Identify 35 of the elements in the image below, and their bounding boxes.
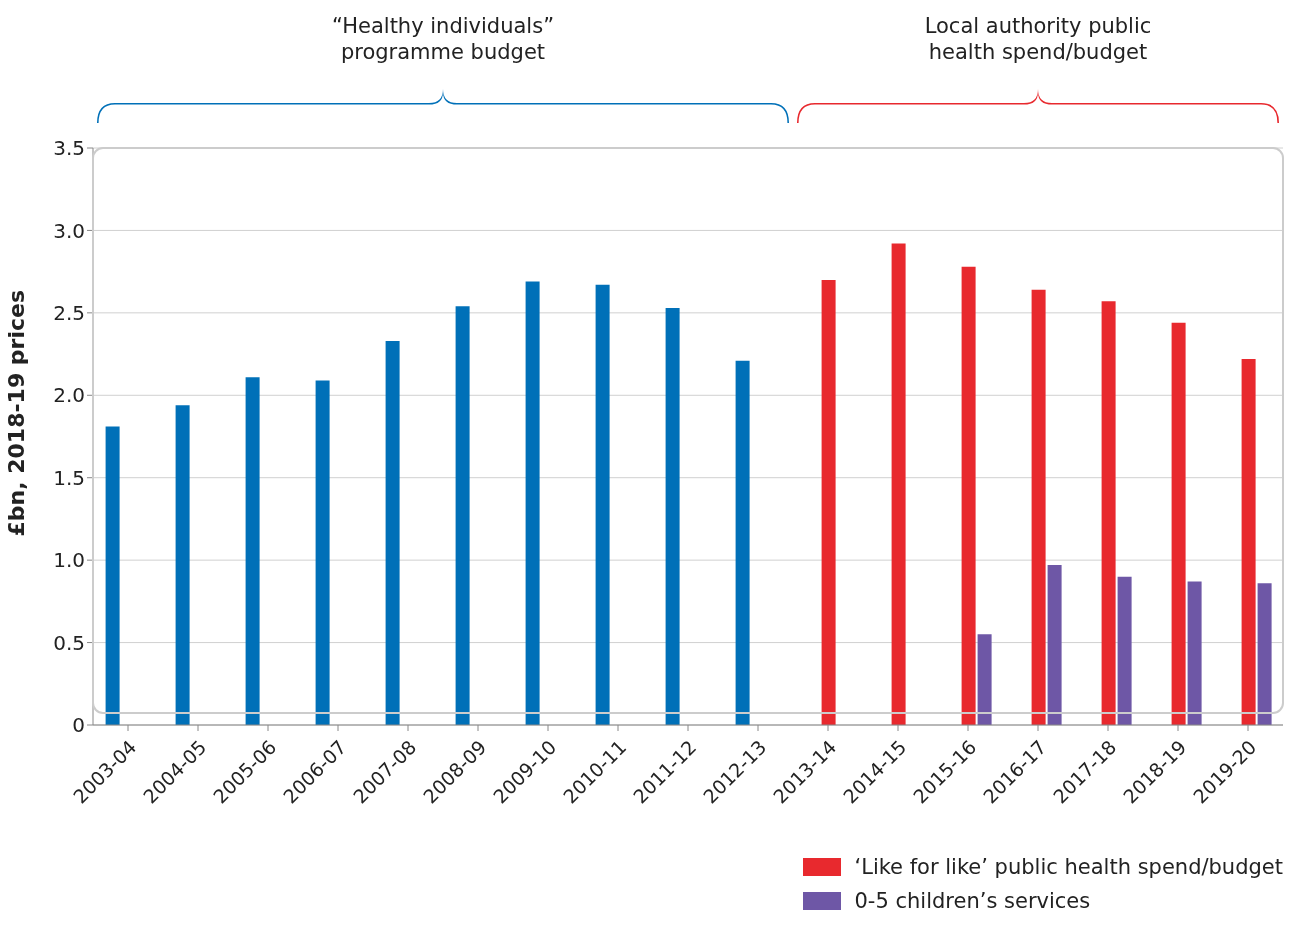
bar — [891, 243, 906, 725]
y-tick-label: 3.0 — [53, 218, 85, 243]
bar — [385, 340, 400, 725]
y-tick-label: 0 — [72, 713, 85, 738]
bar — [1117, 576, 1132, 725]
bar — [821, 279, 836, 725]
bar — [315, 380, 330, 725]
y-axis-title: £bn, 2018-19 prices — [3, 289, 29, 537]
legend-label: 0-5 children’s services — [854, 889, 1091, 913]
y-tick-label: 0.5 — [53, 630, 85, 655]
y-tick-label: 2.0 — [53, 383, 85, 408]
y-tick-label: 2.5 — [53, 300, 85, 325]
bar — [1171, 322, 1186, 725]
bar — [977, 634, 992, 725]
bar — [245, 377, 260, 725]
bar — [1187, 581, 1202, 725]
bar — [175, 405, 190, 725]
y-tick-label: 1.5 — [53, 465, 85, 490]
bar — [455, 306, 470, 725]
bar — [1101, 301, 1116, 725]
text: Local authority public health spend/budget — [924, 14, 1152, 64]
bar — [525, 281, 540, 725]
bar — [1257, 583, 1272, 725]
bar — [735, 360, 750, 725]
bar — [1241, 359, 1256, 725]
text: “Healthy individuals” programme budget — [331, 14, 555, 64]
bar — [105, 426, 120, 725]
bar — [1047, 565, 1062, 725]
bar — [595, 284, 610, 725]
y-tick-label: 3.5 — [53, 136, 85, 161]
y-tick-label: 1.0 — [53, 548, 85, 573]
bar — [1031, 289, 1046, 725]
bar — [665, 307, 680, 725]
legend-label: ‘Like for like’ public health spend/budget — [854, 855, 1283, 879]
bar — [961, 266, 976, 725]
